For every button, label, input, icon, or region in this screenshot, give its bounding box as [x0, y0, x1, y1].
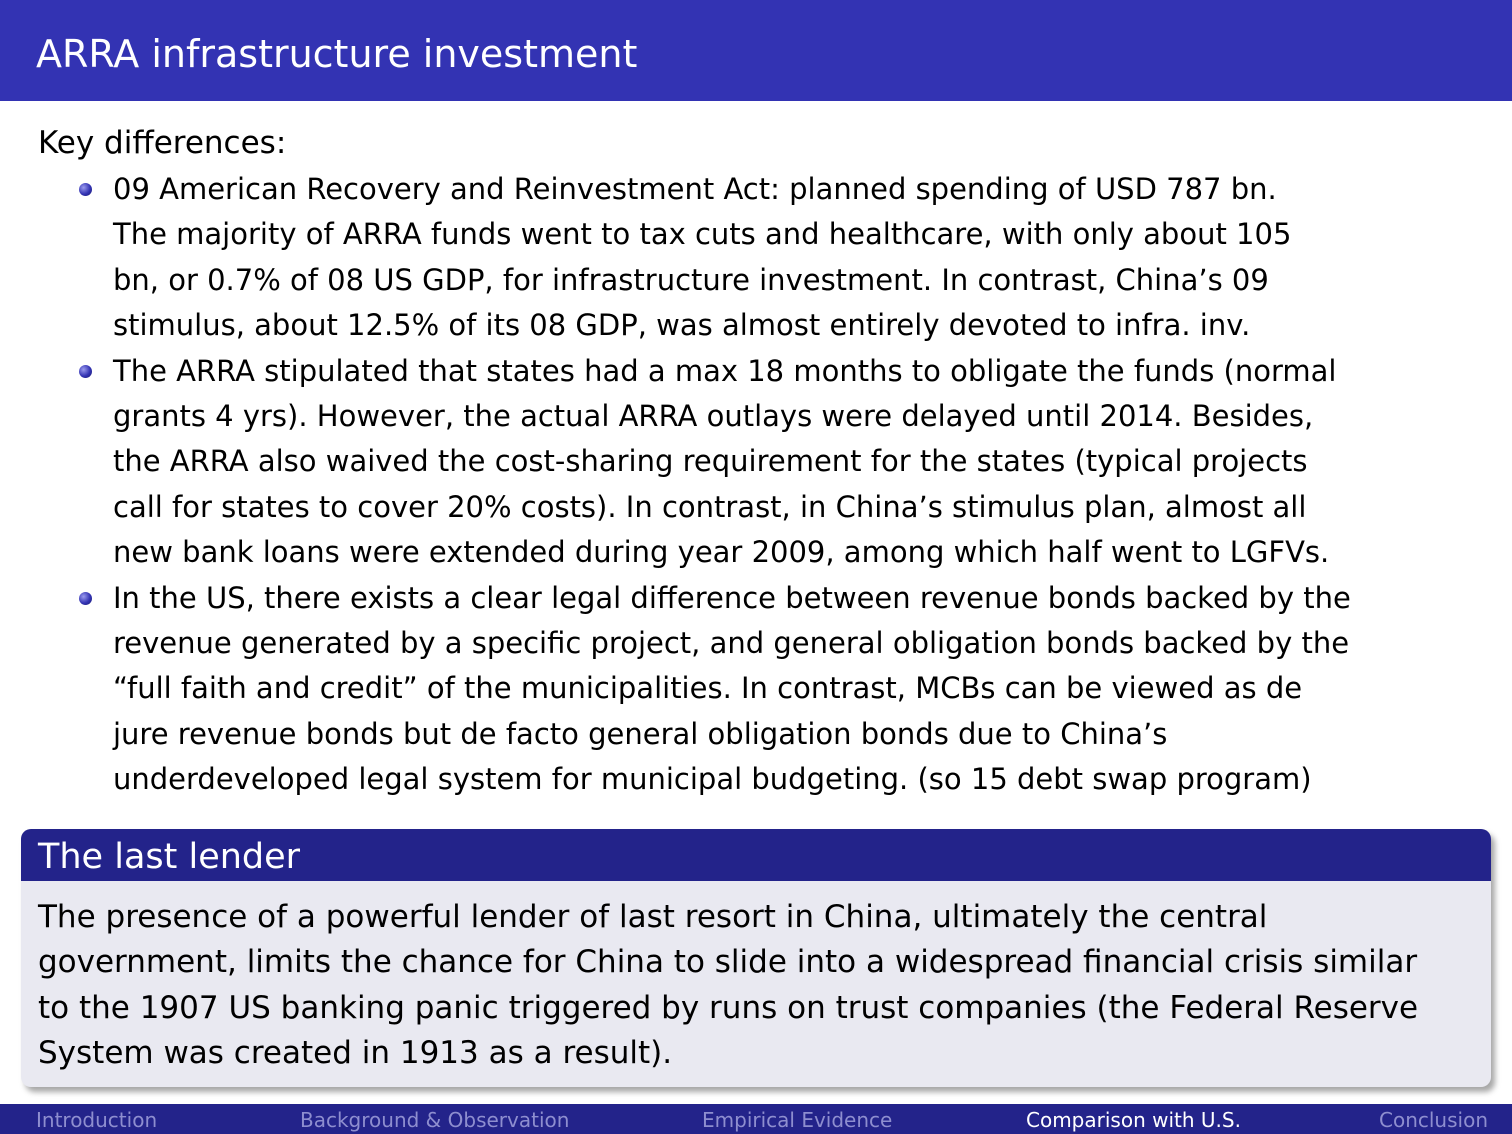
- block-line: System was created in 1913 as a result).: [38, 1035, 673, 1072]
- block-header: The last lender: [21, 829, 1491, 881]
- block-line: The presence of a powerful lender of las…: [38, 899, 1268, 935]
- block-line: government, limits the chance for China …: [38, 944, 1418, 981]
- bullet-item: The ARRA stipulated that states had a ma…: [0, 349, 1512, 576]
- bullet-text: The ARRA stipulated that states had a ma…: [113, 349, 1493, 576]
- bullet-line: 09 American Recovery and Reinvestment Ac…: [113, 172, 1277, 206]
- block-line: to the 1907 US banking panic triggered b…: [38, 989, 1419, 1026]
- block-title: The last lender: [38, 837, 301, 877]
- lender-block: The last lender The presence of a powerf…: [21, 829, 1491, 1087]
- nav-conclusion[interactable]: Conclusion: [1379, 1108, 1488, 1132]
- nav-empirical-evidence[interactable]: Empirical Evidence: [702, 1108, 893, 1132]
- footer-nav-bar: Introduction Background & Observation Em…: [0, 1104, 1512, 1134]
- bullet-line: grants 4 yrs). However, the actual ARRA …: [113, 399, 1314, 434]
- bullet-icon: [79, 183, 92, 196]
- bullet-text: 09 American Recovery and Reinvestment Ac…: [113, 167, 1493, 349]
- nav-background-observation[interactable]: Background & Observation: [300, 1108, 570, 1132]
- bullet-line: underdeveloped legal system for municipa…: [113, 762, 1312, 797]
- bullet-line: stimulus, about 12.5% of its 08 GDP, was…: [113, 308, 1251, 343]
- bullet-text: In the US, there exists a clear legal di…: [113, 576, 1493, 803]
- bullet-line: “full faith and credit” of the municipal…: [113, 671, 1303, 706]
- bullet-line: revenue generated by a specific project,…: [113, 626, 1350, 661]
- bullet-icon: [79, 364, 92, 378]
- slide-title: ARRA infrastructure investment: [36, 32, 638, 76]
- bullet-icon: [79, 591, 92, 605]
- bullet-item: In the US, there exists a clear legal di…: [0, 576, 1512, 803]
- bullet-line: jure revenue bonds but de facto general …: [113, 716, 1168, 751]
- nav-comparison-us[interactable]: Comparison with U.S.: [1026, 1108, 1241, 1132]
- bullet-line: bn, or 0.7% of 08 US GDP, for infrastruc…: [113, 262, 1269, 297]
- bullet-line: The majority of ARRA funds went to tax c…: [113, 217, 1292, 252]
- bullet-line: new bank loans were extended during year…: [113, 535, 1330, 570]
- block-body: The presence of a powerful lender of las…: [38, 895, 1478, 1077]
- nav-introduction[interactable]: Introduction: [36, 1108, 158, 1132]
- bullet-line: the ARRA also waived the cost-sharing re…: [113, 444, 1308, 479]
- title-bar: ARRA infrastructure investment: [0, 0, 1512, 101]
- intro-text: Key differences:: [38, 125, 287, 161]
- bullet-line: The ARRA stipulated that states had a ma…: [113, 353, 1337, 388]
- bullet-line: call for states to cover 20% costs). In …: [113, 489, 1307, 524]
- bullet-list: 09 American Recovery and Reinvestment Ac…: [0, 167, 1512, 803]
- bullet-line: In the US, there exists a clear legal di…: [113, 580, 1351, 615]
- bullet-item: 09 American Recovery and Reinvestment Ac…: [0, 167, 1512, 349]
